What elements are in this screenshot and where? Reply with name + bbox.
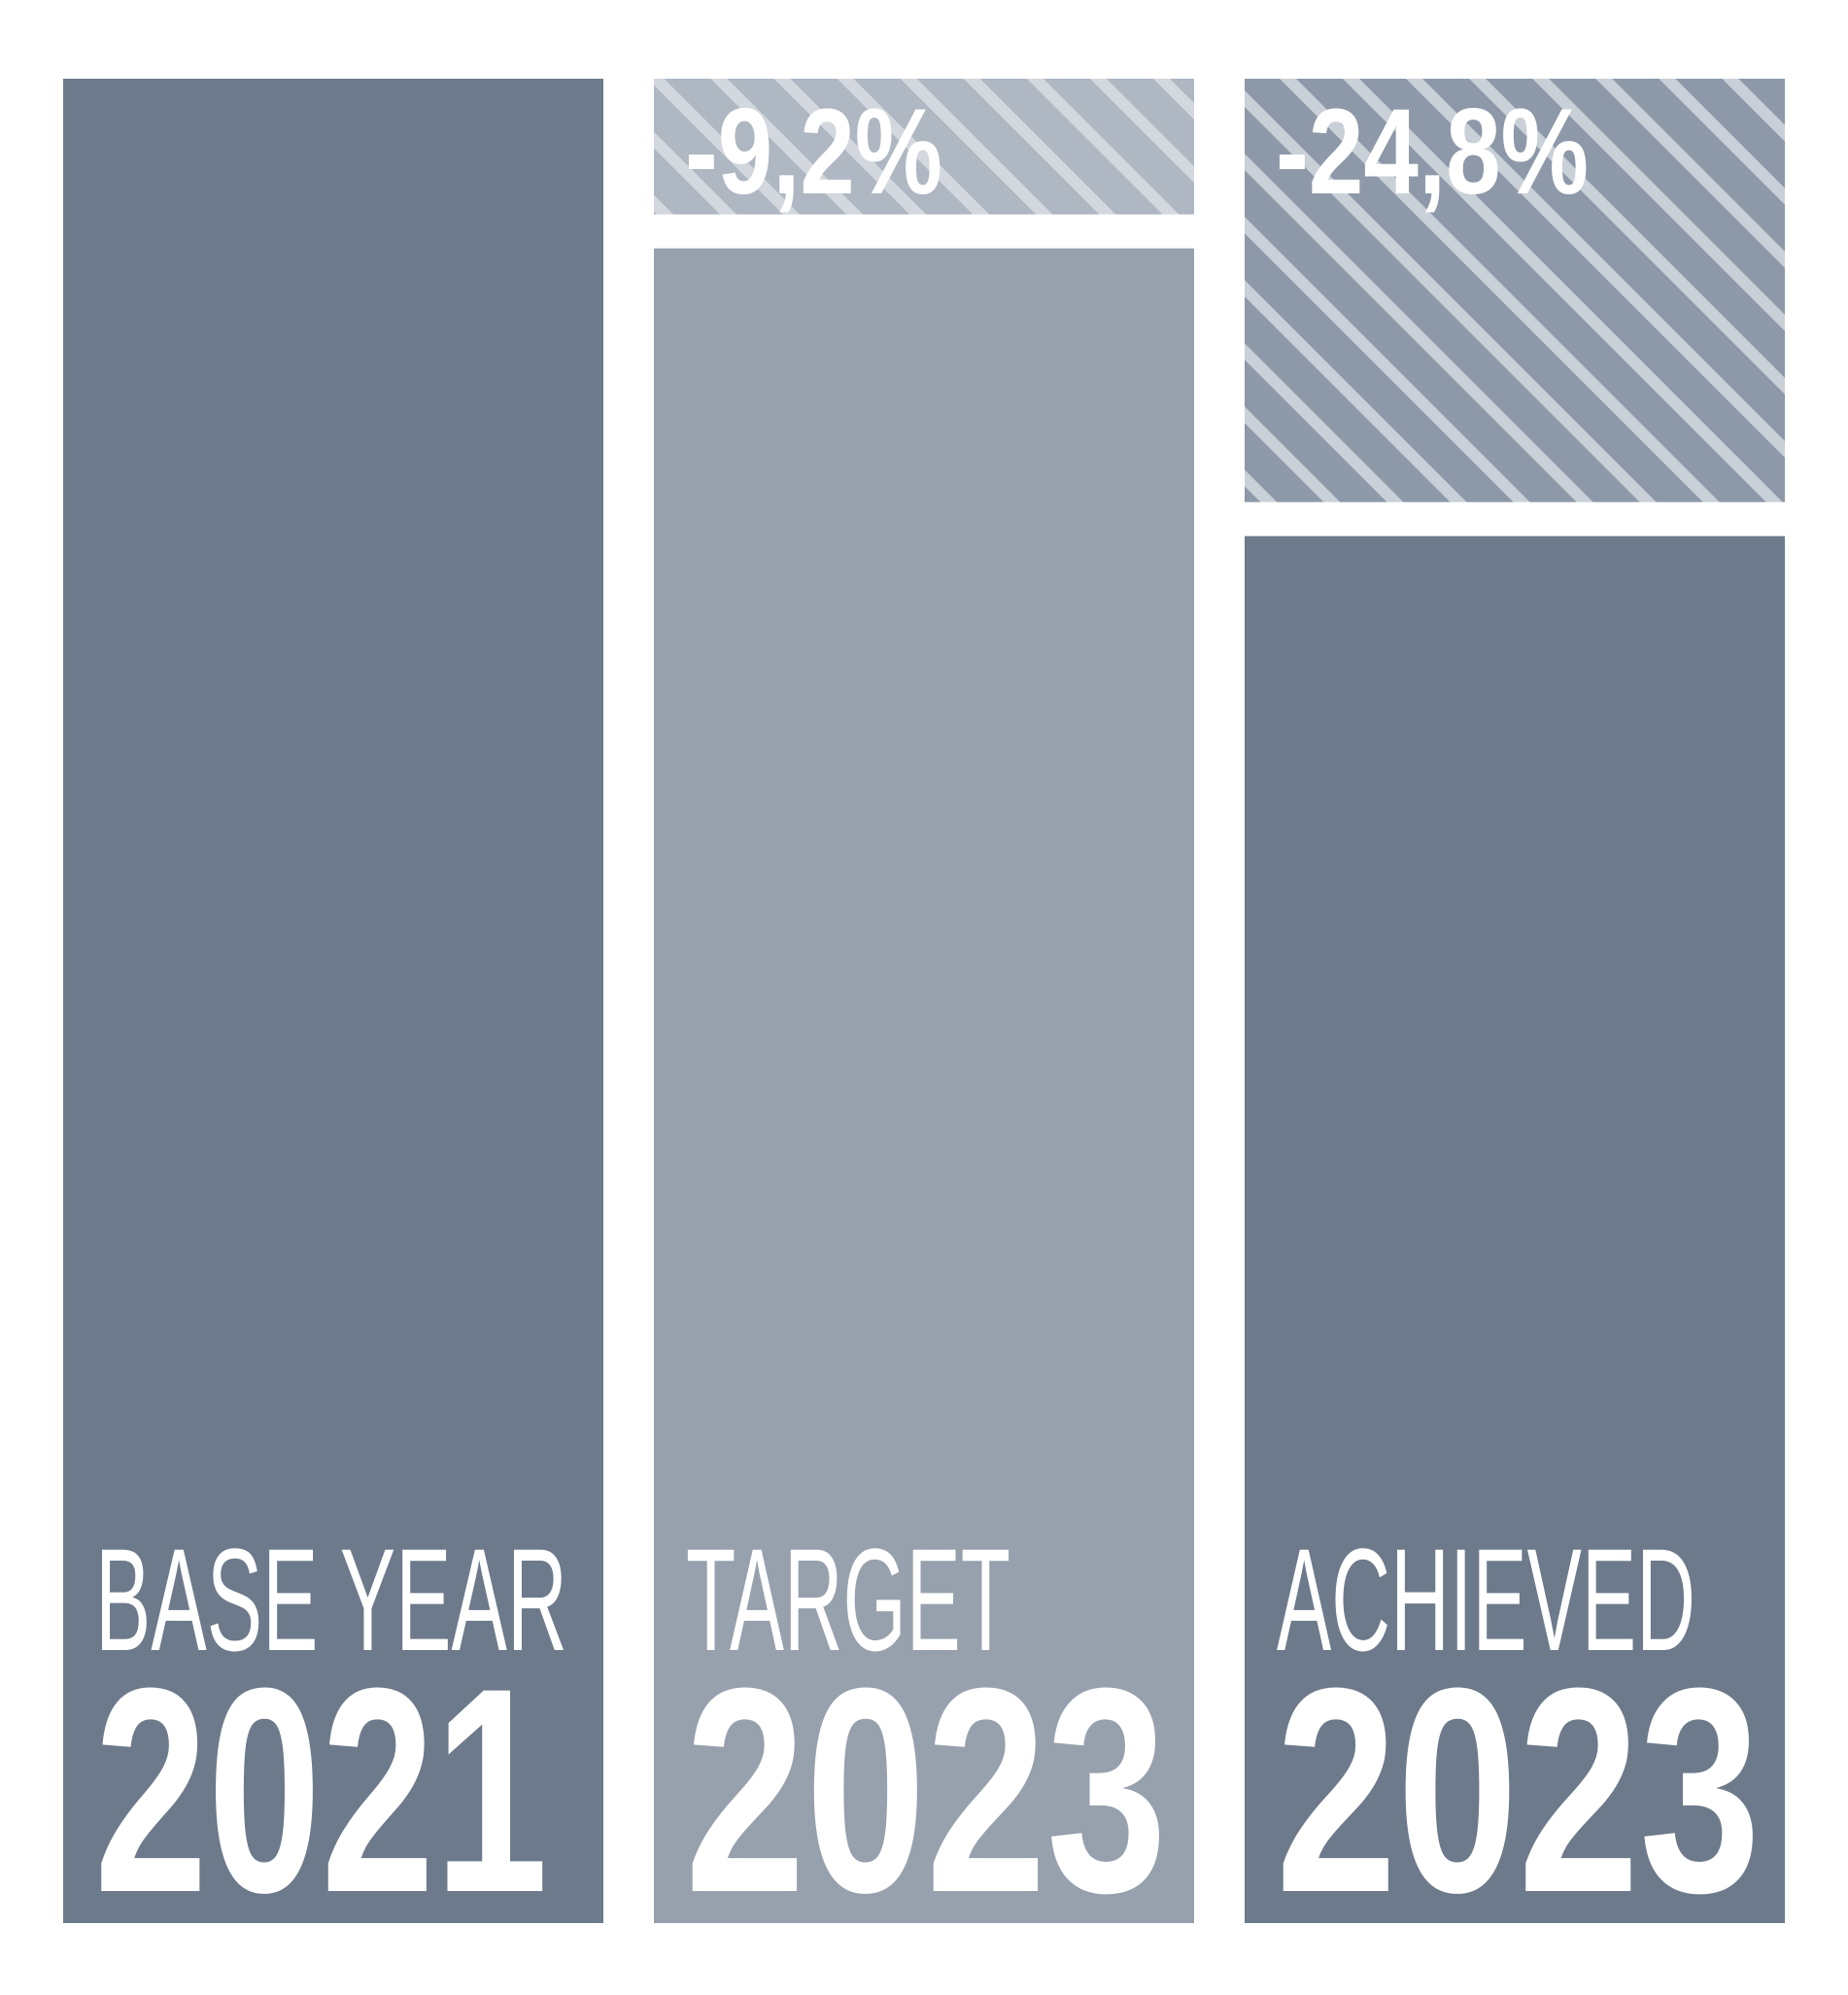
- value-label: -9,2%: [685, 85, 942, 220]
- bar: [1245, 535, 1785, 1923]
- year-label: 2023: [685, 1627, 1167, 1953]
- value-label: -24,8%: [1276, 85, 1589, 220]
- reduction-bar: [654, 79, 1194, 215]
- year-label: 2021: [94, 1627, 548, 1953]
- bar: [63, 79, 603, 1923]
- category-label: ACHIEVED: [1277, 1518, 1695, 1681]
- year-label: 2023: [1276, 1627, 1761, 1953]
- reduction-bar: [1245, 79, 1785, 502]
- bar: [654, 248, 1194, 1924]
- category-label: TARGET: [686, 1518, 1010, 1681]
- category-label: BASE YEAR: [95, 1518, 567, 1681]
